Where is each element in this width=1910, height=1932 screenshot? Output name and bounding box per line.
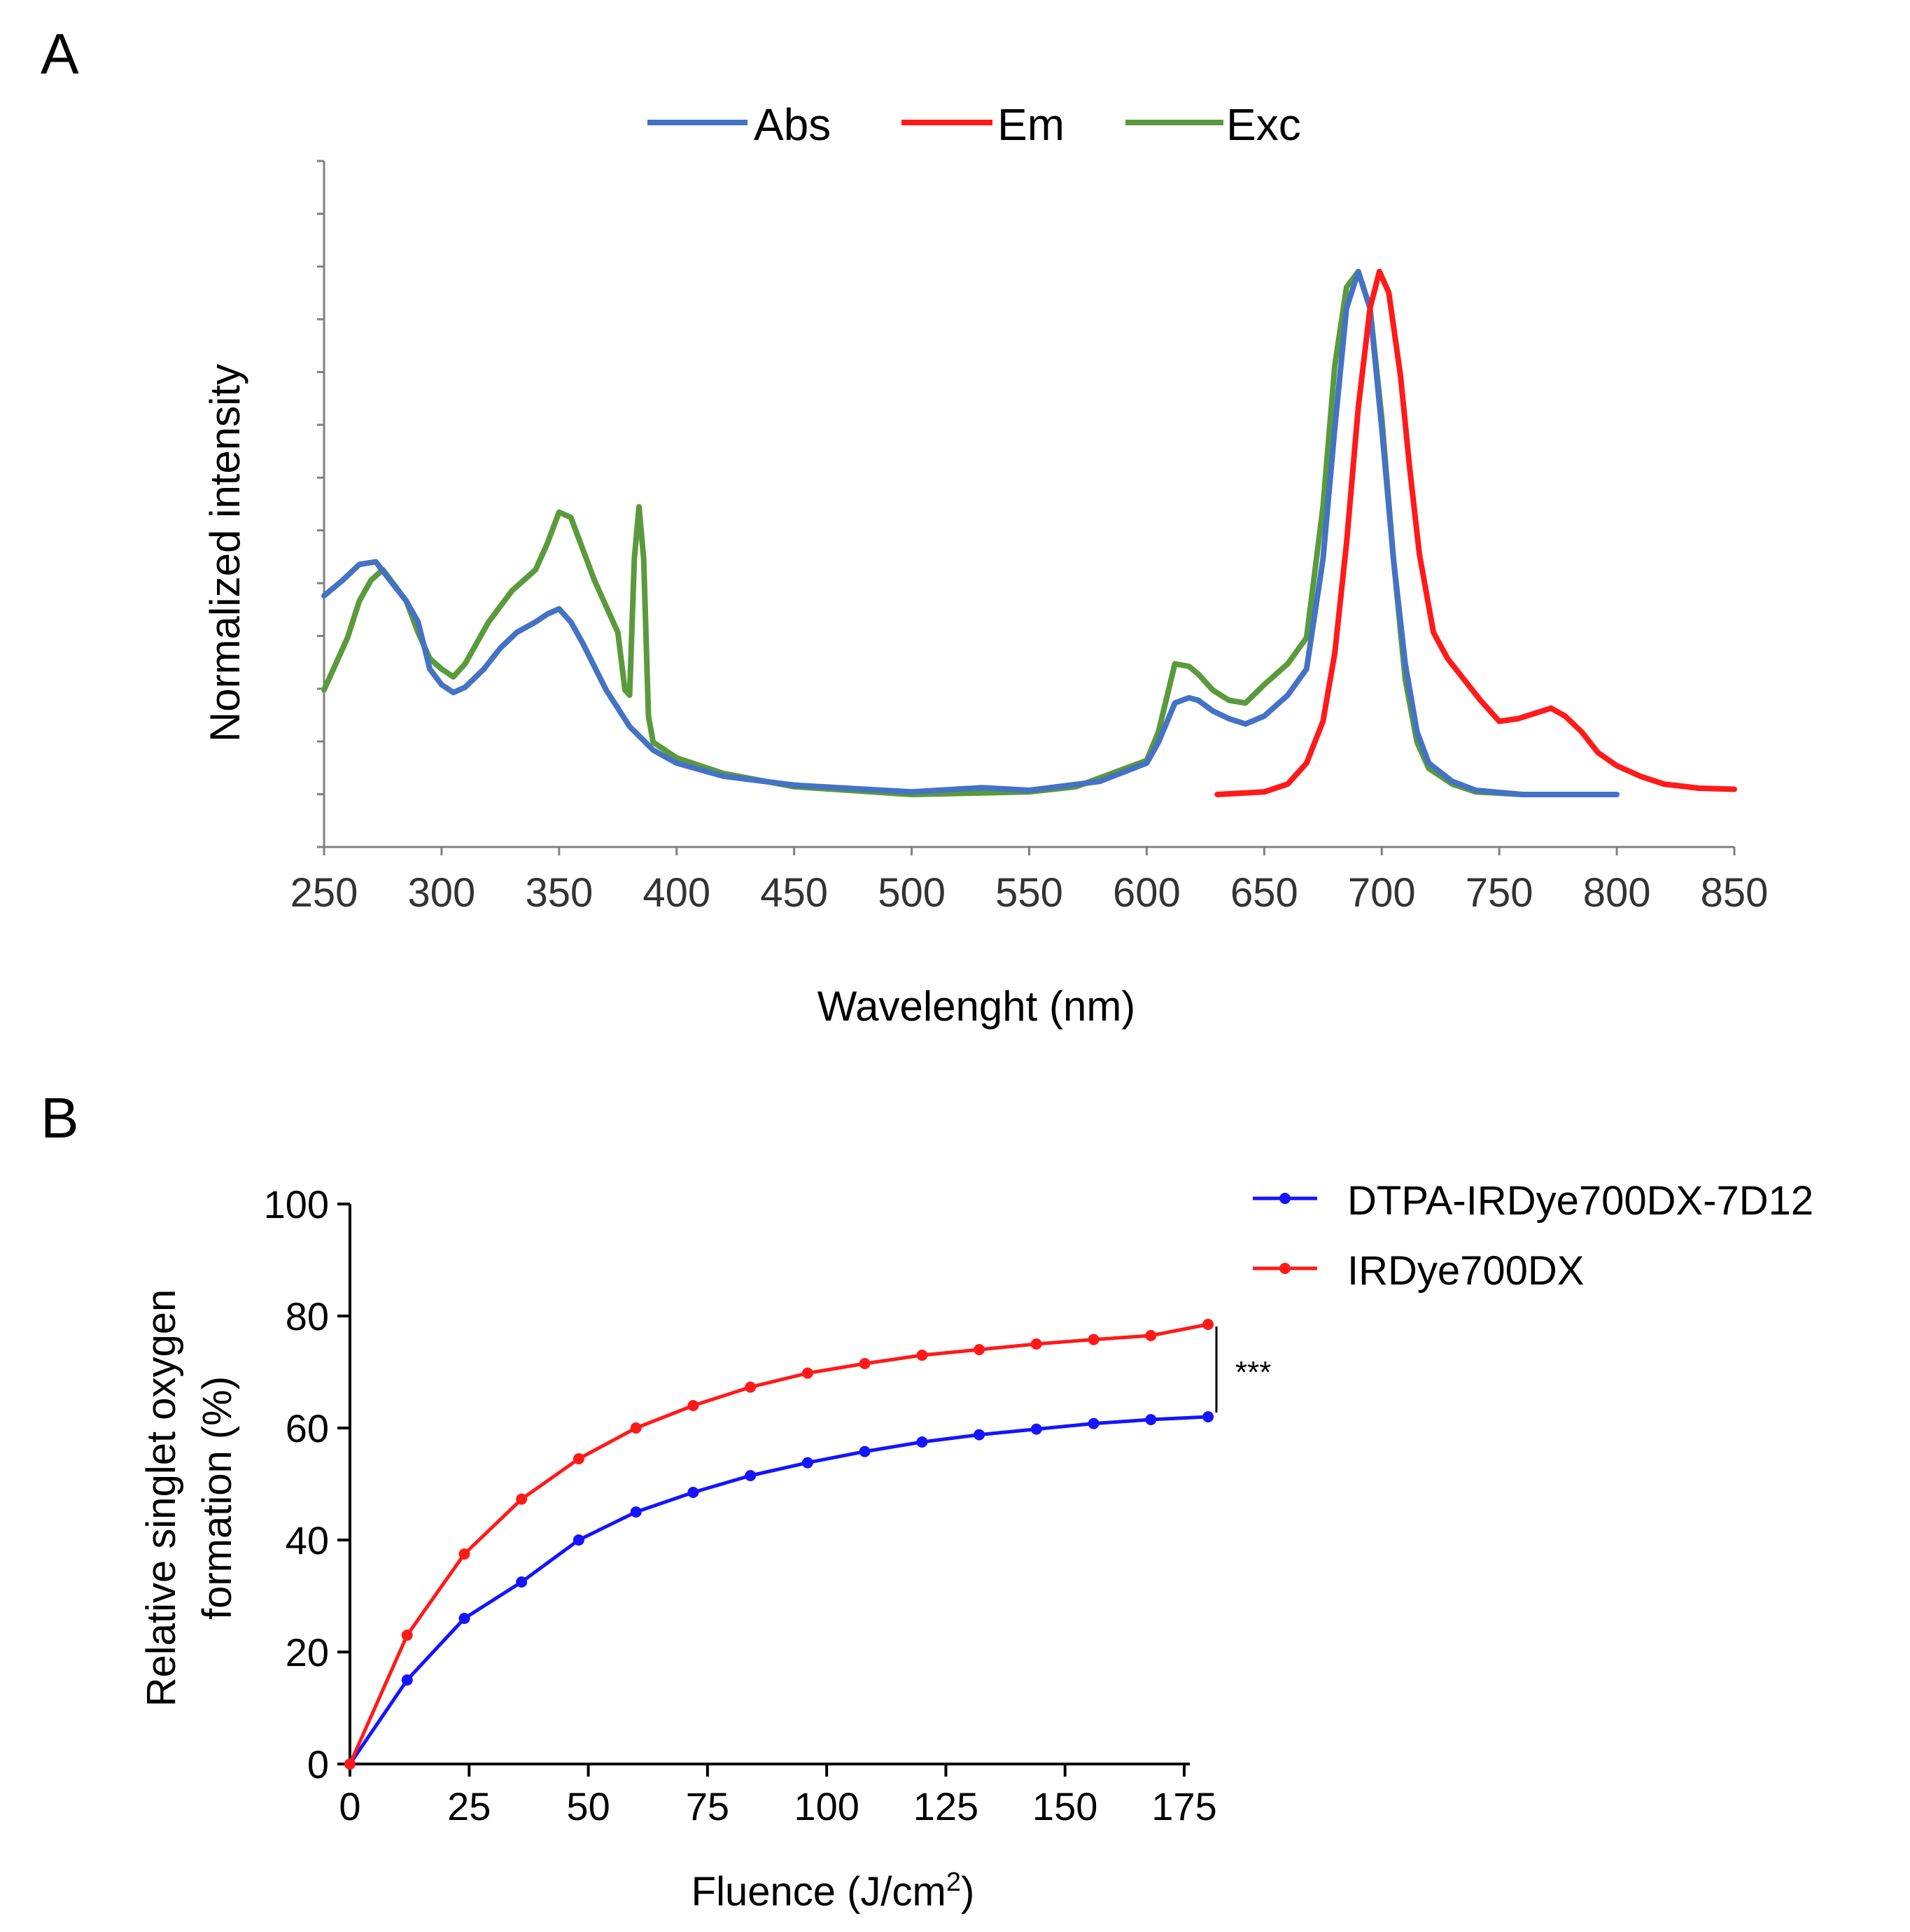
series-dtpa-point bbox=[458, 1613, 470, 1624]
x-tick-label-b: 0 bbox=[339, 1784, 360, 1828]
y-tick-label-b: 40 bbox=[286, 1518, 329, 1562]
spectra-chart: Abs Em Exc 250 300 350 400 450 500 550 600 650 70… bbox=[202, 99, 1768, 1030]
series-dtpa-point bbox=[1030, 1423, 1042, 1435]
series-dtpa-point bbox=[859, 1446, 871, 1457]
significance-label: *** bbox=[1235, 1355, 1271, 1390]
series-dtpa-point bbox=[573, 1534, 584, 1546]
series-irdye-point bbox=[916, 1350, 928, 1361]
series-dtpa-point bbox=[630, 1506, 642, 1518]
x-tick-label-a: 850 bbox=[1701, 870, 1769, 916]
y-axis-label-a: Normalized intensity bbox=[202, 364, 248, 742]
series-dtpa-point bbox=[401, 1674, 413, 1686]
legend-label-abs: Abs bbox=[754, 99, 831, 150]
x-tick-label-b: 125 bbox=[913, 1784, 978, 1828]
legend-label-em: Em bbox=[997, 99, 1065, 150]
legend-b: DTPA-IRDye700DX-7D12 IRDye700DX bbox=[1253, 1178, 1813, 1294]
x-axis-label-a: Wavelenght (nm) bbox=[817, 983, 1136, 1030]
singlet-oxygen-chart: 0 20 40 60 80 100 0 25 50 75 100 125 150 175 *** DTPA… bbox=[139, 1178, 1813, 1914]
x-tick-label-a: 750 bbox=[1466, 870, 1533, 916]
y-tick-label-b: 0 bbox=[307, 1742, 329, 1786]
series-abs bbox=[321, 269, 1620, 797]
x-tick-label-a: 800 bbox=[1583, 870, 1651, 916]
series-dtpa-point bbox=[745, 1470, 757, 1481]
x-tick-label-b: 100 bbox=[794, 1784, 859, 1828]
legend-marker-irdye bbox=[1279, 1263, 1291, 1274]
series-em bbox=[1214, 269, 1737, 797]
y-tick-label-b: 100 bbox=[264, 1182, 329, 1226]
x-tick-label-a: 550 bbox=[995, 870, 1063, 916]
y-axis-label-b-line2: formation (%) bbox=[195, 1376, 240, 1620]
legend-label-irdye: IRDye700DX bbox=[1347, 1248, 1584, 1294]
series-irdye-point bbox=[573, 1453, 584, 1464]
series-dtpa-point bbox=[974, 1429, 985, 1441]
y-axis-label-b-line1: Relative singlet oxygen bbox=[139, 1289, 184, 1707]
x-tick-label-a: 700 bbox=[1348, 870, 1416, 916]
series-irdye-point bbox=[344, 1758, 356, 1770]
x-tick-label-b: 175 bbox=[1151, 1784, 1216, 1828]
x-tick-label-a: 650 bbox=[1230, 870, 1298, 916]
series-dtpa-line bbox=[348, 1415, 1209, 1765]
x-tick-label-b: 150 bbox=[1032, 1784, 1097, 1828]
series-irdye-point bbox=[458, 1548, 470, 1560]
x-tick-label-a: 600 bbox=[1113, 870, 1181, 916]
x-tick-label-b: 75 bbox=[686, 1784, 729, 1828]
series-dtpa-point bbox=[1088, 1418, 1100, 1429]
series-irdye-point bbox=[859, 1358, 871, 1369]
legend-marker-dtpa bbox=[1279, 1193, 1291, 1204]
series-irdye-point bbox=[745, 1381, 757, 1393]
legend-label-dtpa: DTPA-IRDye700DX-7D12 bbox=[1347, 1178, 1813, 1224]
series-dtpa-point bbox=[687, 1487, 699, 1498]
series-irdye-line bbox=[348, 1322, 1209, 1765]
y-tick-label-b: 60 bbox=[286, 1406, 329, 1450]
series-irdye-point bbox=[801, 1367, 813, 1379]
panel-label-a: A bbox=[41, 22, 79, 86]
series-dtpa-point bbox=[516, 1576, 528, 1588]
series-dtpa-point bbox=[801, 1457, 813, 1469]
series-irdye-point bbox=[630, 1422, 642, 1434]
series-irdye-point bbox=[1145, 1330, 1157, 1341]
series-irdye-point bbox=[1030, 1338, 1042, 1350]
x-axis-label-b: Fluence (J/cm2) bbox=[691, 1868, 975, 1914]
x-tick-label-a: 400 bbox=[642, 870, 710, 916]
x-tick-label-a: 350 bbox=[525, 870, 593, 916]
x-tick-label-a: 450 bbox=[760, 870, 828, 916]
y-tick-label-b: 20 bbox=[286, 1630, 329, 1674]
series-dtpa-point bbox=[1202, 1411, 1214, 1422]
series-dtpa-point bbox=[916, 1436, 928, 1448]
series-irdye-point bbox=[687, 1400, 699, 1411]
panel-label-b: B bbox=[41, 1086, 79, 1150]
legend-a: Abs Em Exc bbox=[647, 99, 1301, 150]
series-irdye-point bbox=[401, 1630, 413, 1641]
y-tick-label-b: 80 bbox=[286, 1294, 329, 1338]
series-irdye-point bbox=[974, 1344, 985, 1355]
x-tick-label-a: 500 bbox=[878, 870, 946, 916]
series-irdye-point bbox=[1088, 1334, 1100, 1345]
legend-label-exc: Exc bbox=[1226, 99, 1301, 150]
x-tick-label-b: 25 bbox=[447, 1784, 491, 1828]
series-irdye-point bbox=[1202, 1319, 1214, 1330]
x-tick-label-a: 250 bbox=[290, 870, 358, 916]
series-irdye-point bbox=[516, 1493, 528, 1505]
x-tick-label-b: 50 bbox=[566, 1784, 610, 1828]
series-dtpa-point bbox=[1145, 1414, 1157, 1425]
x-tick-label-a: 300 bbox=[408, 870, 476, 916]
series-exc bbox=[321, 269, 1526, 797]
